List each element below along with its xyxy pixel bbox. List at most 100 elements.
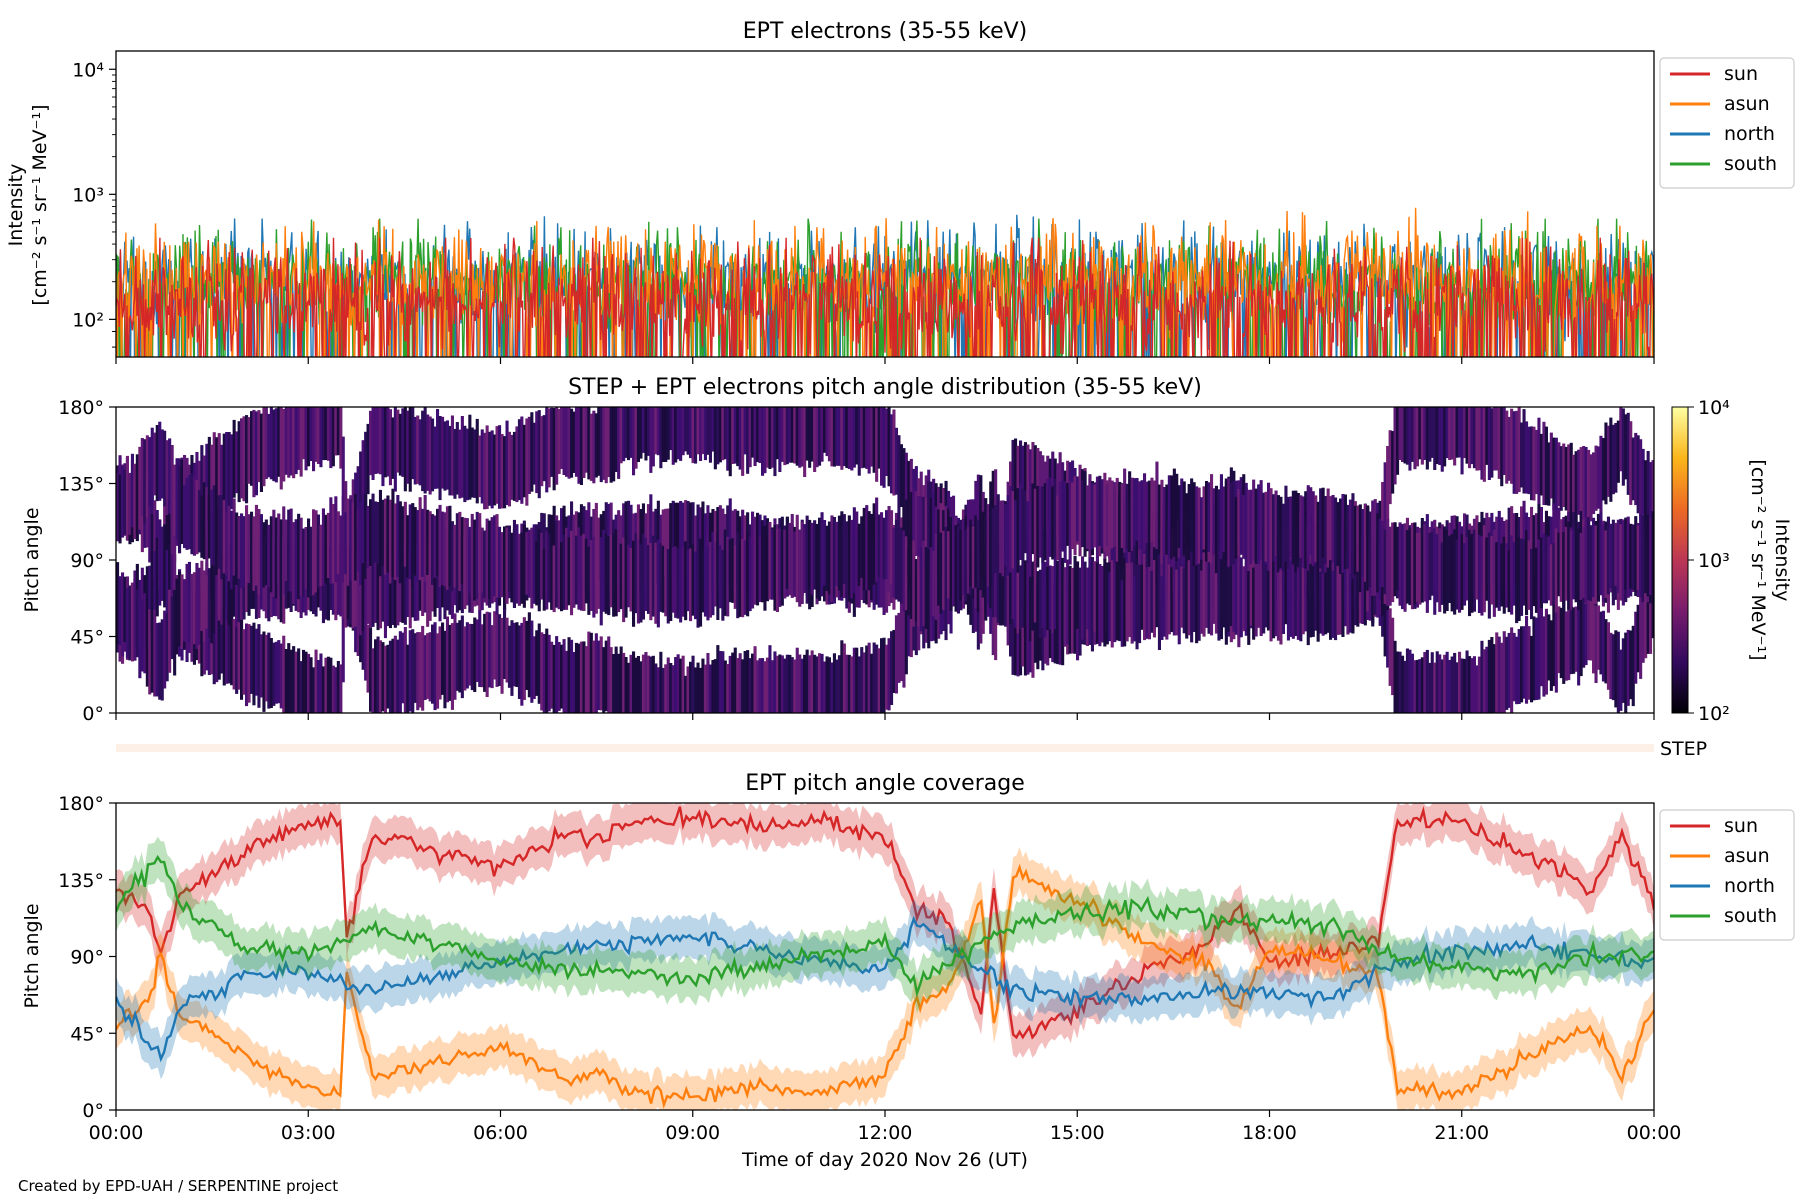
heatmap-cell — [475, 619, 479, 682]
heatmap-cell — [1138, 564, 1142, 644]
heatmap-cell — [892, 527, 896, 598]
heatmap-cell — [532, 524, 536, 604]
heatmap-cell — [1001, 500, 1005, 577]
heatmap-cell — [1157, 484, 1161, 555]
heatmap-cell — [1438, 407, 1442, 465]
heatmap-cell — [723, 407, 727, 460]
heatmap-cell — [800, 407, 804, 467]
heatmap-cell — [1572, 529, 1576, 600]
heatmap-cell — [669, 663, 673, 713]
heatmap-cell — [827, 407, 831, 462]
heatmap-cell — [364, 618, 368, 681]
heatmap-cell — [1626, 629, 1630, 706]
heatmap-cell — [1038, 486, 1042, 558]
heatmap-cell — [899, 603, 903, 682]
heatmap-cell — [135, 454, 139, 542]
heatmap-cell — [294, 519, 298, 597]
heatmap-cell — [644, 407, 648, 461]
heatmap-cell — [299, 517, 303, 597]
heatmap-cell — [1619, 407, 1623, 472]
heatmap-cell — [500, 434, 504, 509]
heatmap-cell — [1014, 560, 1018, 628]
heatmap-cell — [480, 429, 484, 504]
heatmap-cell — [639, 661, 643, 713]
heatmap-cell — [701, 550, 705, 613]
heatmap-cell — [361, 598, 365, 670]
heatmap-cell — [671, 500, 675, 581]
heatmap-cell — [795, 647, 799, 713]
heatmap-cell — [1542, 616, 1546, 697]
heatmap-cell — [507, 431, 511, 507]
x-tick-label: 03:00 — [281, 1122, 336, 1144]
heatmap-cell — [986, 504, 990, 587]
heatmap-cell — [1026, 602, 1030, 675]
heatmap-cell — [314, 407, 318, 462]
heatmap-cell — [1448, 407, 1452, 460]
heatmap-cell — [408, 630, 412, 712]
y-tick-label: 45° — [70, 1023, 104, 1045]
heatmap-cell — [450, 521, 454, 592]
heatmap-cell — [852, 407, 856, 468]
heatmap-cell — [1001, 553, 1005, 626]
heatmap-cell — [885, 510, 889, 580]
heatmap-cell — [835, 659, 839, 713]
heatmap-cell — [1244, 562, 1248, 629]
heatmap-cell — [1589, 597, 1593, 661]
heatmap-cell — [1021, 564, 1025, 628]
heatmap-cell — [552, 408, 556, 491]
heatmap-cell — [1249, 489, 1253, 565]
heatmap-cell — [517, 625, 521, 699]
heatmap-cell — [810, 407, 814, 462]
heatmap-cell — [123, 576, 127, 643]
heatmap-cell — [1646, 514, 1650, 597]
heatmap-cell — [619, 543, 623, 610]
heatmap-cell — [979, 503, 983, 591]
heatmap-cell — [393, 635, 397, 713]
heatmap-cell — [488, 612, 492, 688]
heatmap-cell — [847, 654, 851, 713]
heatmap-cell — [597, 407, 601, 476]
heatmap-cell — [1609, 523, 1613, 589]
heatmap-cell — [1448, 535, 1452, 603]
heatmap-cell — [1304, 491, 1308, 569]
heatmap-cell — [669, 503, 673, 577]
heatmap-cell — [1544, 534, 1548, 604]
heatmap-cell — [813, 654, 817, 713]
heatmap-cell — [907, 460, 911, 524]
heatmap-cell — [681, 407, 685, 456]
heatmap-cell — [572, 652, 576, 713]
heatmap-cell — [381, 554, 385, 622]
heatmap-cell — [503, 436, 507, 509]
heatmap-cell — [1346, 504, 1350, 569]
heatmap-cell — [391, 638, 395, 713]
heatmap-cell — [1480, 407, 1484, 480]
heatmap-cell — [1061, 480, 1065, 552]
heatmap-cell — [1316, 566, 1320, 642]
heatmap-cell — [1440, 659, 1444, 713]
heatmap-cell — [520, 622, 524, 706]
heatmap-cell — [173, 464, 177, 536]
heatmap-cell — [1433, 662, 1437, 713]
heatmap-cell — [1475, 407, 1479, 471]
heatmap-cell — [465, 428, 469, 501]
credit-text: Created by EPD-UAH / SERPENTINE project — [18, 1177, 339, 1195]
heatmap-cell — [1639, 591, 1643, 679]
heatmap-cell — [349, 550, 353, 624]
heatmap-cell — [284, 649, 288, 713]
heatmap-cell — [1202, 552, 1206, 637]
heatmap-cell — [153, 551, 157, 613]
heatmap-cell — [1415, 407, 1419, 467]
heatmap-cell — [1073, 476, 1077, 555]
heatmap-cell — [1425, 529, 1429, 613]
heatmap-cell — [1276, 554, 1280, 641]
heatmap-cell — [1530, 548, 1534, 620]
heatmap-cell — [1403, 660, 1407, 713]
heatmap-cell — [453, 524, 457, 588]
heatmap-cell — [138, 446, 142, 530]
heatmap-cell — [892, 409, 896, 496]
heatmap-cell — [391, 545, 395, 625]
heatmap-cell — [1016, 488, 1020, 573]
heatmap-cell — [1383, 584, 1387, 657]
heatmap-cell — [1011, 557, 1015, 619]
heatmap-cell — [1343, 561, 1347, 627]
